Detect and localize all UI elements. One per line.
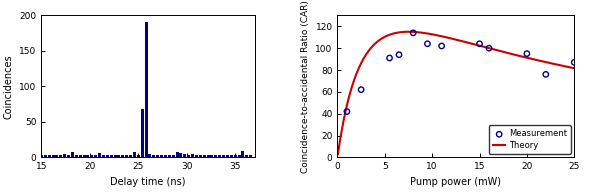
Measurement bbox=[522, 52, 532, 55]
Measurement bbox=[394, 53, 404, 56]
Bar bbox=[242, 151, 244, 157]
Bar bbox=[191, 154, 194, 157]
Bar bbox=[226, 155, 229, 157]
Bar bbox=[47, 155, 51, 157]
Measurement bbox=[541, 73, 551, 76]
Bar bbox=[56, 155, 59, 157]
Bar bbox=[133, 152, 136, 157]
Bar bbox=[245, 155, 249, 157]
Bar bbox=[75, 155, 78, 157]
Bar bbox=[106, 155, 109, 157]
Bar bbox=[94, 155, 97, 157]
Bar bbox=[59, 155, 62, 157]
Bar bbox=[164, 155, 167, 157]
Bar bbox=[202, 155, 206, 157]
Bar bbox=[195, 155, 198, 157]
Bar bbox=[214, 155, 217, 157]
Bar bbox=[40, 155, 43, 157]
Bar bbox=[52, 155, 54, 157]
Measurement bbox=[408, 31, 418, 34]
Measurement bbox=[342, 110, 352, 113]
Bar bbox=[67, 155, 70, 157]
Theory bbox=[565, 66, 572, 68]
Bar bbox=[160, 155, 163, 157]
Legend: Measurement, Theory: Measurement, Theory bbox=[489, 125, 571, 154]
Bar bbox=[86, 155, 89, 157]
Bar bbox=[63, 154, 66, 157]
Bar bbox=[234, 155, 237, 157]
Measurement bbox=[570, 61, 579, 64]
Bar bbox=[121, 155, 124, 157]
Bar bbox=[79, 155, 82, 157]
Bar bbox=[175, 152, 179, 157]
Bar bbox=[44, 155, 47, 157]
Bar bbox=[137, 155, 140, 157]
Bar bbox=[210, 155, 214, 157]
Bar bbox=[249, 155, 252, 157]
Theory bbox=[475, 44, 482, 47]
Bar bbox=[110, 155, 112, 157]
Bar bbox=[129, 155, 132, 157]
X-axis label: Delay time (ns): Delay time (ns) bbox=[110, 177, 186, 187]
Bar bbox=[207, 155, 210, 157]
Bar bbox=[90, 155, 94, 157]
Theory bbox=[405, 31, 412, 33]
Line: Theory: Theory bbox=[338, 32, 574, 154]
Bar bbox=[199, 155, 202, 157]
Bar bbox=[125, 155, 128, 157]
Measurement bbox=[475, 42, 484, 45]
Bar bbox=[71, 152, 74, 157]
Bar bbox=[114, 155, 117, 157]
Bar bbox=[230, 155, 233, 157]
Y-axis label: Coincidence-to-accidental Ratio (CAR): Coincidence-to-accidental Ratio (CAR) bbox=[301, 0, 310, 173]
Bar bbox=[156, 155, 159, 157]
Bar bbox=[102, 155, 105, 157]
Bar bbox=[98, 153, 101, 157]
Bar bbox=[172, 155, 175, 157]
Theory bbox=[529, 58, 536, 60]
Bar bbox=[149, 154, 152, 157]
Bar bbox=[218, 155, 221, 157]
Measurement bbox=[385, 56, 394, 60]
Measurement bbox=[484, 47, 494, 50]
Theory bbox=[334, 153, 342, 155]
Bar bbox=[141, 109, 144, 157]
Bar bbox=[187, 155, 190, 157]
Bar bbox=[237, 155, 240, 157]
X-axis label: Pump power (mW): Pump power (mW) bbox=[410, 177, 501, 187]
Theory bbox=[447, 37, 454, 40]
Bar bbox=[152, 155, 155, 157]
Measurement bbox=[437, 44, 446, 47]
Y-axis label: Coincidences: Coincidences bbox=[4, 54, 14, 119]
Measurement bbox=[423, 42, 432, 45]
Bar bbox=[184, 154, 186, 157]
Bar bbox=[144, 22, 147, 157]
Theory bbox=[449, 37, 456, 40]
Bar bbox=[82, 155, 86, 157]
Theory bbox=[571, 67, 578, 69]
Measurement bbox=[356, 88, 366, 91]
Bar bbox=[117, 155, 121, 157]
Theory bbox=[463, 41, 470, 43]
Bar bbox=[222, 155, 225, 157]
Bar bbox=[179, 153, 182, 157]
Bar bbox=[168, 155, 171, 157]
